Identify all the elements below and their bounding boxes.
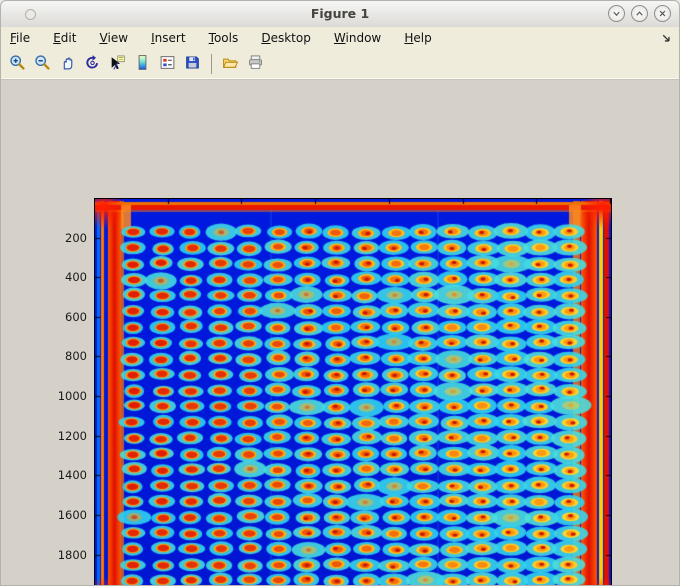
save-figure-button[interactable] — [180, 52, 204, 76]
save-icon — [184, 54, 201, 74]
menu-help[interactable]: Help — [404, 31, 432, 45]
printer-icon — [247, 54, 264, 74]
dock-figure-icon[interactable] — [660, 30, 673, 49]
rotate-3d-button[interactable] — [80, 52, 104, 76]
pan-button[interactable] — [55, 52, 79, 76]
menu-file[interactable]: File — [10, 31, 31, 45]
close-icon — [657, 8, 668, 19]
y-tick-label: 600 — [65, 309, 87, 324]
y-tick-label: 1600 — [57, 507, 87, 522]
minimize-button[interactable] — [608, 5, 625, 22]
window-controls — [608, 5, 671, 22]
y-tick-label: 1800 — [57, 547, 87, 562]
menu-view[interactable]: View — [99, 31, 129, 45]
menu-insert[interactable]: Insert — [151, 31, 186, 45]
y-tick-label: 800 — [65, 349, 87, 364]
toolbar-separator — [211, 53, 212, 74]
menubar: File Edit View Insert Tools Desktop Wind… — [1, 27, 679, 50]
pan-hand-icon — [59, 54, 76, 74]
legend-icon — [159, 54, 176, 74]
zoom-out-button[interactable] — [30, 52, 54, 76]
maximize-button[interactable] — [631, 5, 648, 22]
menu-edit[interactable]: Edit — [53, 31, 77, 45]
figure-axes[interactable] — [94, 198, 612, 585]
figure-canvas-area: 2004006008001000120014002004006008001000… — [1, 79, 679, 585]
chevron-up-icon — [634, 8, 645, 19]
y-tick-label: 1200 — [57, 428, 87, 443]
colorbar-icon — [134, 54, 151, 74]
zoom-out-icon — [34, 54, 51, 74]
titlebar[interactable]: Figure 1 — [1, 1, 679, 28]
window-title: Figure 1 — [310, 6, 370, 21]
insert-legend-button[interactable] — [155, 52, 179, 76]
menu-tools[interactable]: Tools — [208, 31, 239, 45]
close-button[interactable] — [654, 5, 671, 22]
zoom-in-button[interactable] — [5, 52, 29, 76]
zoom-in-icon — [9, 54, 26, 74]
plate-scan-image[interactable] — [95, 199, 611, 585]
menu-window[interactable]: Window — [333, 31, 382, 45]
chevron-down-icon — [611, 8, 622, 19]
rotate-3d-icon — [84, 54, 101, 74]
y-tick-label: 200 — [65, 230, 87, 245]
print-figure-button[interactable] — [243, 52, 267, 76]
menu-desktop[interactable]: Desktop — [261, 31, 311, 45]
folder-open-icon — [222, 54, 239, 74]
y-tick-label: 1000 — [57, 389, 87, 404]
data-cursor-icon — [109, 54, 126, 74]
data-cursor-button[interactable] — [105, 52, 129, 76]
window-menu-icon[interactable] — [25, 9, 36, 20]
y-tick-label: 1400 — [57, 468, 87, 483]
open-file-button[interactable] — [218, 52, 242, 76]
y-tick-label: 400 — [65, 270, 87, 285]
figure-toolbar — [1, 49, 679, 79]
insert-colorbar-button[interactable] — [130, 52, 154, 76]
